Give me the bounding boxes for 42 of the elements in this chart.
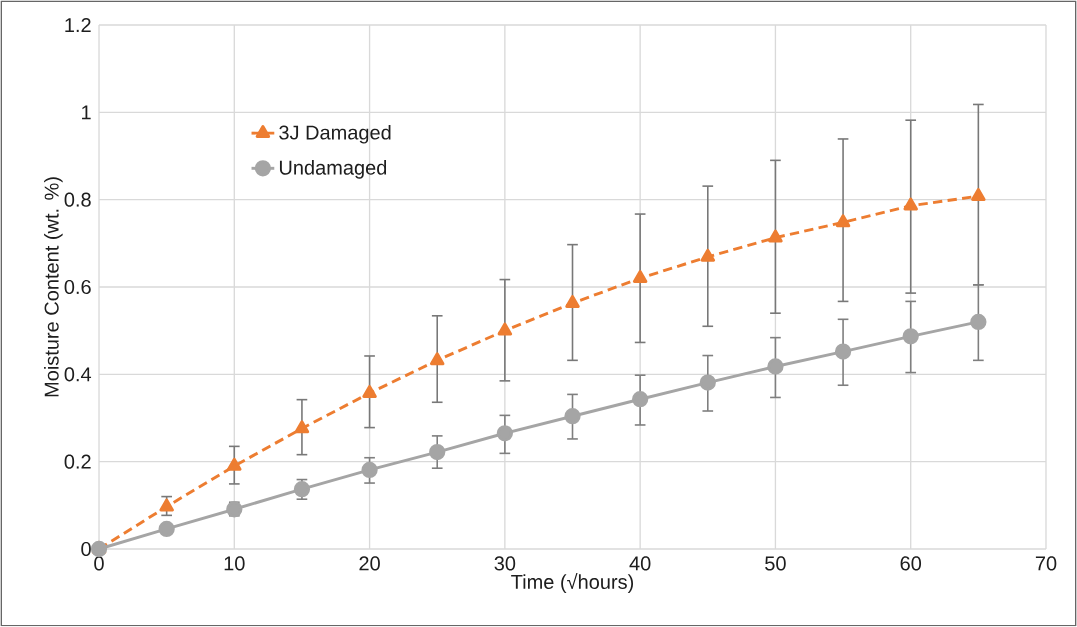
point xyxy=(429,443,446,461)
point xyxy=(361,461,378,479)
point xyxy=(362,384,377,398)
point xyxy=(970,313,987,331)
point xyxy=(835,214,851,228)
point xyxy=(565,295,580,308)
y-axis-title: Moisture Content (wt. %) xyxy=(44,177,63,397)
y-tick-label: 0.4 xyxy=(64,367,92,382)
y-tick-label: 0.8 xyxy=(64,192,91,207)
point xyxy=(632,391,649,408)
y-tick-label: 1 xyxy=(82,105,91,120)
point xyxy=(700,248,716,262)
point xyxy=(227,457,242,471)
point xyxy=(971,188,986,201)
y-tick-label: 0.6 xyxy=(64,279,91,295)
point xyxy=(564,408,581,425)
x-tick-label: 50 xyxy=(765,556,786,571)
x-tick-label: 10 xyxy=(224,556,245,571)
point xyxy=(294,420,310,434)
point xyxy=(496,425,513,442)
x-tick-label: 30 xyxy=(494,556,516,571)
legend-label: 3J Damaged xyxy=(279,124,391,144)
point xyxy=(158,520,175,538)
point xyxy=(767,358,784,375)
point xyxy=(834,343,852,360)
x-tick-label: 0 xyxy=(94,556,104,571)
y-tick-label: 0.2 xyxy=(64,454,91,469)
point xyxy=(632,270,648,284)
point xyxy=(903,197,918,211)
point xyxy=(699,374,716,391)
point xyxy=(429,352,445,366)
x-axis-title: Time (√hours) xyxy=(511,573,634,593)
point xyxy=(902,328,919,345)
x-tick-label: 70 xyxy=(1035,556,1057,571)
point xyxy=(768,229,783,243)
legend-label: Undamaged xyxy=(279,160,387,179)
x-tick-label: 40 xyxy=(629,556,651,571)
y-tick-label: 0 xyxy=(81,541,91,557)
y-tick-label: 1.2 xyxy=(65,18,91,32)
point xyxy=(497,322,513,336)
x-tick-label: 20 xyxy=(359,556,380,571)
x-tick-label: 60 xyxy=(900,556,922,571)
